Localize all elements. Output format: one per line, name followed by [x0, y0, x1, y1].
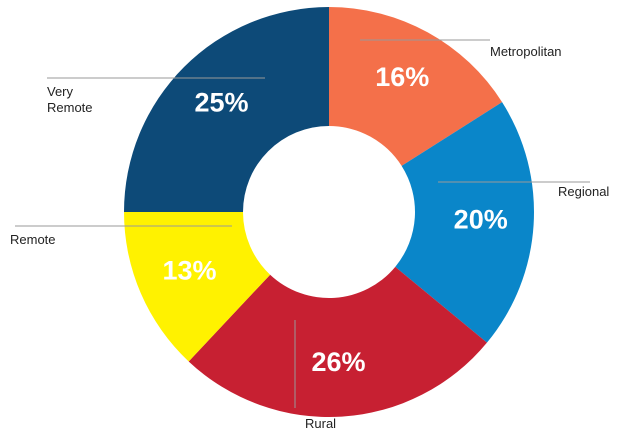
category-label: Metropolitan — [490, 44, 562, 59]
donut-segment — [188, 266, 487, 417]
donut-segment — [329, 7, 503, 166]
value-label: 25% — [194, 88, 248, 118]
value-label: 26% — [312, 347, 366, 377]
value-label: 20% — [454, 205, 508, 235]
value-label: 13% — [162, 255, 216, 285]
category-label: Regional — [558, 184, 610, 199]
value-label: 16% — [375, 62, 429, 92]
donut-segment — [124, 212, 271, 362]
donut-segment — [124, 7, 329, 212]
category-label: Remote — [10, 232, 56, 247]
category-label: Very Remote — [47, 84, 93, 115]
donut-segment — [395, 102, 534, 343]
category-label: Rural — [305, 416, 337, 431]
